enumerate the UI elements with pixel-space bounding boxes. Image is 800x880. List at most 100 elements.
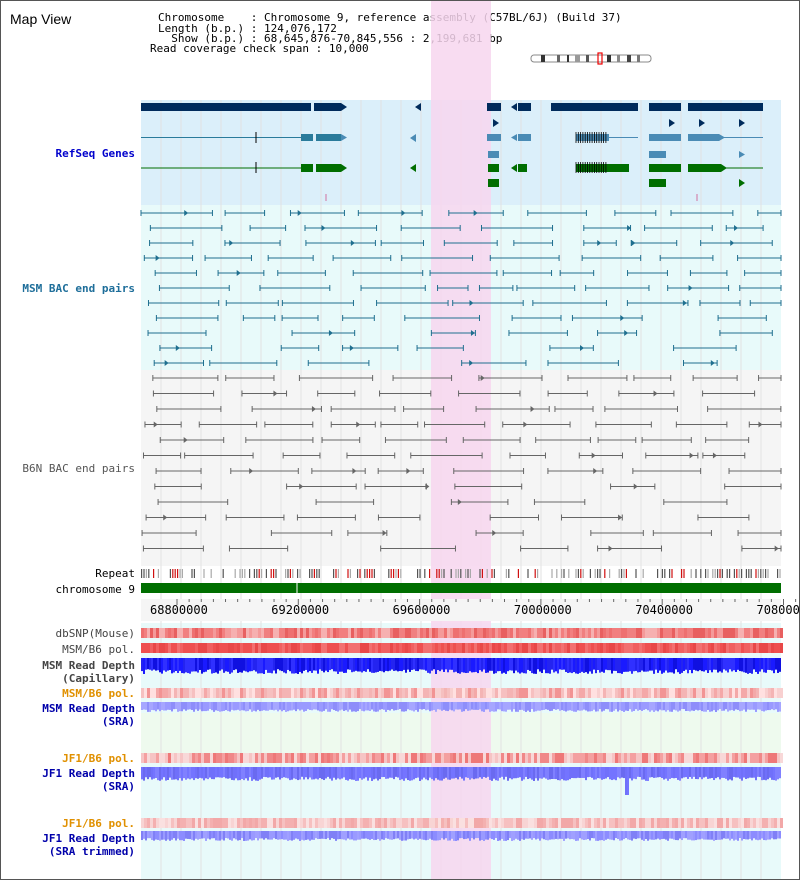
heat-cell <box>222 818 225 828</box>
heat-cell <box>690 688 693 698</box>
depth-bar <box>641 831 643 840</box>
depth-bar <box>761 831 763 839</box>
depth-bar <box>779 702 781 712</box>
depth-bar <box>755 702 757 712</box>
heat-cell <box>381 643 384 653</box>
depth-bar <box>479 831 481 841</box>
depth-bar <box>713 831 715 841</box>
heat-cell <box>522 688 525 698</box>
heat-cell <box>525 818 528 828</box>
repeat-element <box>318 569 320 578</box>
depth-bar <box>163 831 165 840</box>
depth-bar <box>275 702 277 710</box>
depth-bar <box>385 767 387 779</box>
repeat-element <box>623 569 625 578</box>
heat-cell <box>471 818 474 828</box>
heat-cell <box>567 628 570 638</box>
heat-cell <box>444 688 447 698</box>
depth-bar <box>743 831 745 839</box>
depth-bar <box>553 658 555 673</box>
heat-cell <box>717 688 720 698</box>
depth-bar <box>393 831 395 840</box>
heat-cell <box>309 628 312 638</box>
heat-cell <box>492 753 495 763</box>
depth-bar <box>147 658 149 670</box>
depth-bar <box>141 831 143 841</box>
refseq-gene-navy-exon <box>487 103 501 111</box>
heat-cell <box>708 628 711 638</box>
heat-cell <box>744 818 747 828</box>
depth-bar <box>457 658 459 674</box>
repeat-element <box>441 569 443 578</box>
heat-cell <box>147 688 150 698</box>
depth-bar <box>655 831 657 840</box>
depth-bar <box>537 702 539 711</box>
depth-bar <box>465 767 467 778</box>
depth-bar <box>279 702 281 710</box>
depth-bar <box>225 831 227 839</box>
depth-bar <box>463 831 465 840</box>
heat-cell <box>726 753 729 763</box>
depth-bar <box>591 767 593 778</box>
depth-bar <box>627 767 629 795</box>
depth-bar <box>691 702 693 711</box>
heat-cell <box>717 643 720 653</box>
heat-cell <box>618 643 621 653</box>
depth-bar <box>547 702 549 710</box>
heat-cell <box>690 753 693 763</box>
depth-bar <box>365 831 367 839</box>
heat-cell <box>474 688 477 698</box>
depth-bar <box>267 831 269 840</box>
depth-bar <box>725 831 727 839</box>
heat-cell <box>624 643 627 653</box>
heat-cell <box>516 818 519 828</box>
depth-bar <box>327 658 329 673</box>
heat-cell <box>567 753 570 763</box>
heat-cell <box>579 818 582 828</box>
heat-cell <box>627 643 630 653</box>
track-label-repeat: Repeat <box>95 567 135 580</box>
depth-bar <box>703 702 705 712</box>
heat-cell <box>552 643 555 653</box>
heat-cell <box>252 753 255 763</box>
heat-cell <box>453 643 456 653</box>
depth-bar <box>441 831 443 839</box>
heat-cell <box>678 628 681 638</box>
heat-cell <box>171 643 174 653</box>
depth-bar <box>175 831 177 841</box>
depth-bar <box>417 658 419 672</box>
depth-bar <box>675 658 677 670</box>
heat-cell <box>312 628 315 638</box>
depth-bar <box>233 658 235 671</box>
depth-bar <box>563 658 565 670</box>
depth-bar <box>569 658 571 673</box>
heat-cell <box>213 643 216 653</box>
heat-cell <box>312 688 315 698</box>
heat-cell <box>153 643 156 653</box>
heat-cell <box>327 818 330 828</box>
heat-cell <box>522 753 525 763</box>
depth-bar <box>493 831 495 840</box>
depth-bar <box>345 658 347 673</box>
refseq-gene-green-exon <box>576 164 629 172</box>
heat-cell <box>450 628 453 638</box>
repeat-element <box>695 569 697 578</box>
depth-bar <box>643 767 645 780</box>
heat-cell <box>477 818 480 828</box>
heat-cell <box>387 628 390 638</box>
heat-cell <box>570 688 573 698</box>
heat-cell <box>327 643 330 653</box>
heat-cell <box>645 643 648 653</box>
heat-cell <box>438 818 441 828</box>
depth-bar <box>289 702 291 711</box>
depth-bar <box>289 767 291 781</box>
heat-cell <box>195 818 198 828</box>
depth-bar <box>331 831 333 839</box>
heat-cell <box>645 753 648 763</box>
depth-bar <box>193 831 195 841</box>
heat-cell <box>426 643 429 653</box>
gene-strand-arrow <box>511 103 517 111</box>
heat-cell <box>507 753 510 763</box>
heat-cell <box>723 643 726 653</box>
